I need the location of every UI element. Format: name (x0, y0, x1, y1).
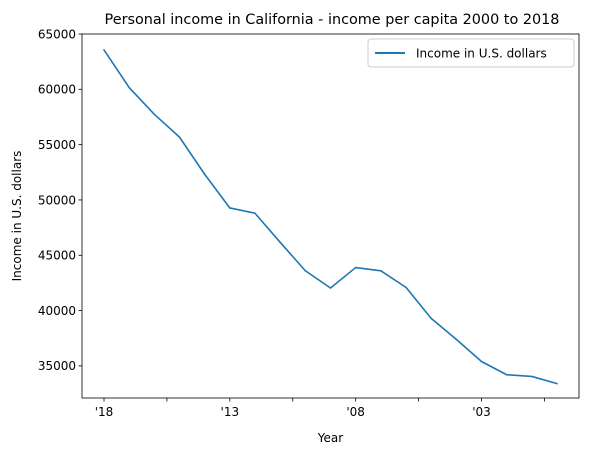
y-tick-label: 50000 (38, 193, 76, 207)
data-point (329, 287, 332, 289)
plot-area (81, 33, 580, 399)
data-point (304, 269, 307, 272)
data-point (354, 266, 357, 269)
data-point (178, 136, 181, 138)
x-tick-label: '08 (346, 405, 365, 419)
chart-title: Personal income in California - income p… (105, 12, 560, 28)
y-tick-label: 55000 (38, 138, 76, 152)
x-tick-label: '13 (221, 405, 240, 419)
data-point (254, 212, 256, 215)
data-point (405, 286, 407, 289)
data-point (505, 373, 508, 376)
y-tick-label: 60000 (38, 83, 76, 97)
x-axis-label: Year (317, 431, 343, 445)
data-point (153, 113, 156, 116)
x-tick-label: '18 (95, 405, 114, 419)
legend: Income in U.S. dollars (367, 38, 575, 68)
data-point (203, 173, 206, 176)
legend-box (367, 38, 575, 68)
data-point (128, 86, 130, 89)
data-point (430, 317, 432, 320)
data-point (455, 338, 458, 341)
data-point (103, 49, 105, 51)
x-tick-label: '03 (472, 405, 491, 419)
data-point (556, 382, 558, 385)
data-point (480, 360, 483, 363)
y-tick-label: 40000 (38, 304, 76, 318)
data-point (279, 241, 281, 244)
data-point (531, 375, 533, 378)
data-point (380, 269, 382, 272)
x-axis: '18 '13 '08 '03 (95, 398, 545, 419)
y-tick-label: 65000 (38, 27, 76, 41)
y-tick-label: 35000 (38, 359, 76, 373)
data-point (229, 207, 231, 209)
y-axis-label: Income in U.S. dollars (10, 151, 24, 282)
legend-label: Income in U.S. dollars (416, 47, 547, 61)
y-tick-label: 45000 (38, 249, 76, 263)
y-axis: 35000 40000 45000 50000 55000 60000 65000 (38, 27, 82, 373)
series-layer (103, 49, 558, 385)
